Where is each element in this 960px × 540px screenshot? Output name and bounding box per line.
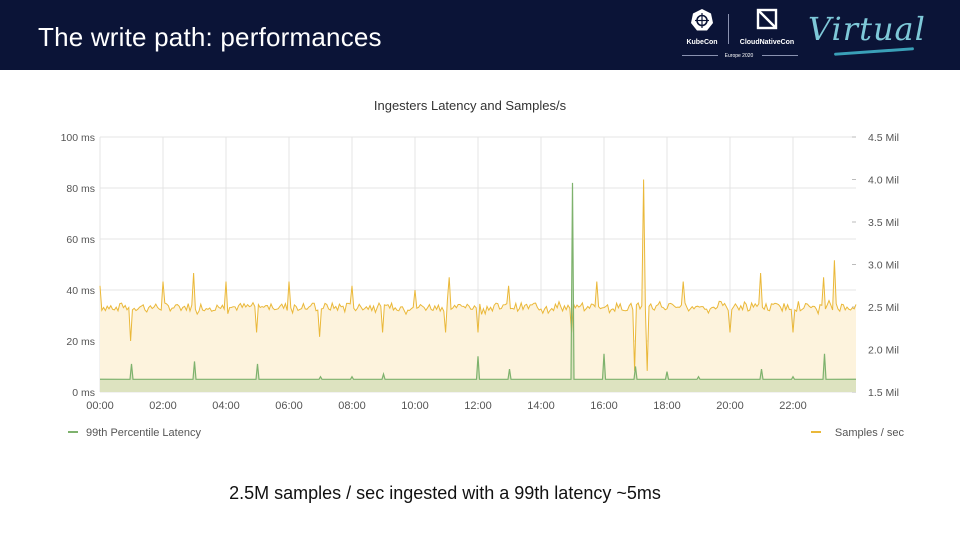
- event-rule-right: [762, 55, 798, 56]
- left-tick-label: 40 ms: [66, 285, 95, 297]
- x-tick-label: 02:00: [149, 400, 177, 412]
- x-tick-label: 04:00: [212, 400, 240, 412]
- right-tick-label: 3.5 Mil: [868, 217, 899, 229]
- x-tick-label: 22:00: [779, 400, 807, 412]
- virtual-wordmark: Virtual: [808, 10, 926, 48]
- right-tick-label: 2.5 Mil: [868, 302, 899, 314]
- x-tick-label: 20:00: [716, 400, 744, 412]
- latency-series-line: [99, 182, 857, 380]
- x-tick-label: 06:00: [275, 400, 303, 412]
- x-tick-label: 16:00: [590, 400, 618, 412]
- left-tick-label: 60 ms: [66, 234, 95, 246]
- slide-caption: 2.5M samples / sec ingested with a 99th …: [229, 483, 661, 503]
- event-label: Europe 2020: [724, 53, 754, 59]
- left-tick-label: 20 ms: [66, 336, 95, 348]
- right-axis-ticks: 1.5 Mil 2.0 Mil 2.5 Mil 3.0 Mil 3.5 Mil 4.0 M…: [868, 132, 899, 399]
- left-axis-ticks: 0 ms 20 ms 40 ms 60 ms 80 ms 100 ms: [61, 132, 95, 399]
- legend-samples-label[interactable]: Samples / sec: [835, 427, 905, 439]
- cloudnativecon-logo: CloudNativeCon: [732, 8, 802, 46]
- left-tick-label: 0 ms: [72, 387, 95, 399]
- conference-logos: KubeCon CloudNativeCon Europe 2020 Virtu…: [676, 8, 956, 64]
- samples-area-fill: [100, 179, 856, 392]
- chart-legend: 99th Percentile Latency Samples / sec: [68, 427, 904, 439]
- x-axis-ticks: 00:00 02:00 04:00 06:00 08:00 10:00 12:00 14:00…: [86, 400, 807, 412]
- event-rule-left: [682, 55, 718, 56]
- chart-title: Ingesters Latency and Samples/s: [374, 98, 567, 113]
- kubecon-label: KubeCon: [686, 39, 718, 46]
- logo-separator: [728, 14, 729, 44]
- latency-samples-chart: Ingesters Latency and Samples/s 0 ms 20 m…: [61, 98, 905, 439]
- cloudnativecon-label: CloudNativeCon: [739, 39, 795, 46]
- right-tick-label: 3.0 Mil: [868, 260, 899, 272]
- right-tick-label: 4.5 Mil: [868, 132, 899, 144]
- x-tick-label: 18:00: [653, 400, 681, 412]
- x-tick-label: 10:00: [401, 400, 429, 412]
- cncf-icon: [756, 8, 778, 30]
- right-tick-label: 4.0 Mil: [868, 175, 899, 187]
- x-tick-label: 14:00: [527, 400, 555, 412]
- left-tick-label: 80 ms: [66, 183, 95, 195]
- samples-series-line: [99, 179, 857, 371]
- right-tick-label: 1.5 Mil: [868, 387, 899, 399]
- legend-latency-label[interactable]: 99th Percentile Latency: [86, 427, 201, 439]
- left-tick-label: 100 ms: [61, 132, 95, 144]
- right-tick-label: 2.0 Mil: [868, 345, 899, 357]
- x-tick-label: 08:00: [338, 400, 366, 412]
- slide-title: The write path: performances: [38, 22, 382, 52]
- x-tick-label: 00:00: [86, 400, 114, 412]
- slide-header: The write path: performances KubeCon Clo…: [0, 0, 960, 70]
- kubernetes-wheel-icon: [691, 9, 713, 31]
- x-tick-label: 12:00: [464, 400, 492, 412]
- kubecon-logo: KubeCon: [676, 8, 728, 46]
